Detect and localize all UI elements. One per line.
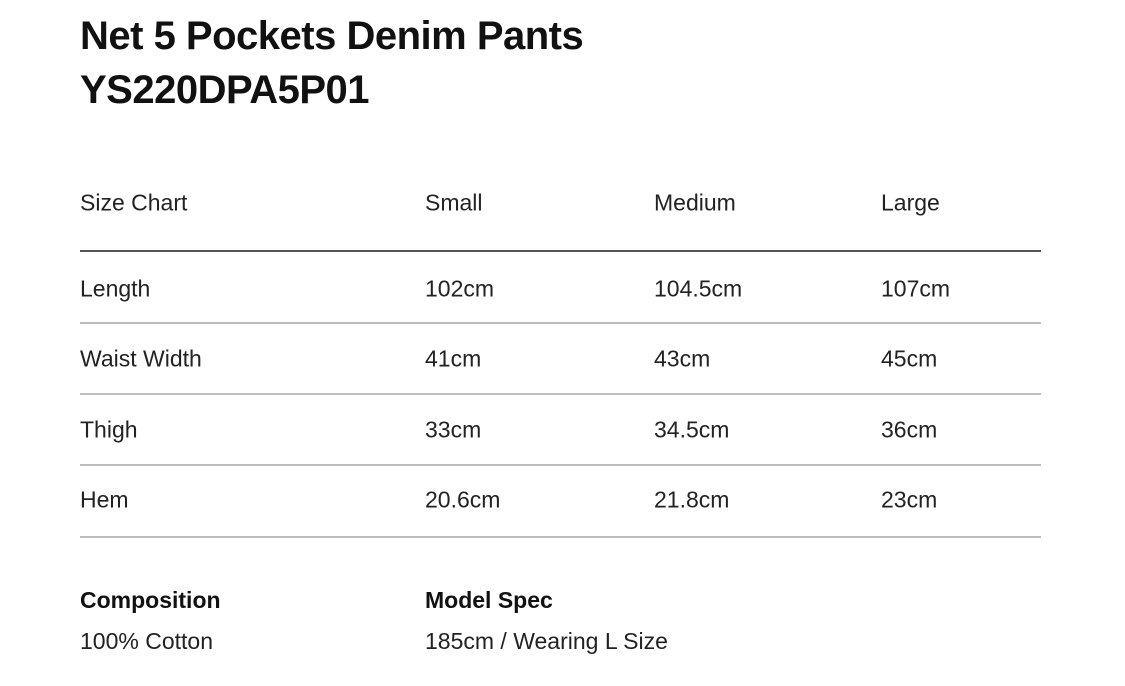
product-title: Net 5 Pockets Denim Pants	[80, 14, 584, 58]
cell-small: 41cm	[425, 345, 482, 372]
row-divider	[80, 464, 1041, 466]
cell-small: 33cm	[425, 416, 482, 443]
cell-large: 36cm	[881, 416, 938, 443]
composition-value: 100% Cotton	[80, 628, 213, 654]
header-medium: Medium	[654, 189, 736, 216]
table-row: Length 102cm 104.5cm 107cm	[80, 254, 1041, 324]
row-divider	[80, 322, 1041, 324]
table-row: Thigh 33cm 34.5cm 36cm	[80, 395, 1041, 465]
cell-large: 45cm	[881, 345, 938, 372]
cell-medium: 34.5cm	[654, 416, 730, 443]
model-spec-label: Model Spec	[425, 587, 553, 613]
cell-medium: 43cm	[654, 345, 711, 372]
size-chart-header: Size Chart Small Medium Large	[80, 168, 1041, 238]
header-large: Large	[881, 189, 940, 216]
header-divider	[80, 250, 1041, 252]
model-spec-value: 185cm / Wearing L Size	[425, 628, 668, 654]
cell-medium: 21.8cm	[654, 486, 730, 513]
composition-label: Composition	[80, 587, 221, 613]
row-label: Hem	[80, 486, 129, 513]
cell-small: 20.6cm	[425, 486, 501, 513]
row-label: Thigh	[80, 416, 138, 443]
cell-medium: 104.5cm	[654, 275, 743, 302]
row-label: Waist Width	[80, 345, 202, 372]
row-divider	[80, 393, 1041, 395]
header-small: Small	[425, 189, 483, 216]
cell-large: 107cm	[881, 275, 951, 302]
row-label: Length	[80, 275, 151, 302]
row-divider	[80, 536, 1041, 538]
product-code: YS220DPA5P01	[80, 68, 370, 112]
cell-small: 102cm	[425, 275, 495, 302]
table-row: Hem 20.6cm 21.8cm 23cm	[80, 465, 1041, 535]
cell-large: 23cm	[881, 486, 938, 513]
header-size-chart: Size Chart	[80, 189, 188, 216]
table-row: Waist Width 41cm 43cm 45cm	[80, 324, 1041, 394]
